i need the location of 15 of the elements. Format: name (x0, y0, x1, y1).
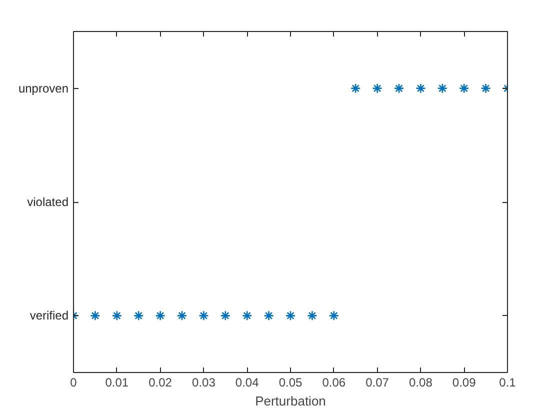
x-tick-label: 0.06 (322, 376, 346, 390)
x-axis-title: Perturbation (255, 394, 326, 408)
x-tick-label: 0.01 (105, 376, 129, 390)
x-tick-label: 0.05 (278, 376, 303, 390)
x-tick-label: 0.07 (366, 376, 390, 390)
y-tick-label: verified (30, 308, 69, 323)
x-tick-label: 0.03 (192, 376, 216, 390)
x-tick-label: 0.09 (452, 376, 476, 390)
x-tick-label: 0.02 (148, 376, 172, 390)
x-tick-label: 0 (70, 376, 78, 390)
y-tick-label: violated (27, 195, 69, 209)
x-tick-label: 0.08 (409, 376, 433, 390)
y-tick-label: unproven (18, 81, 69, 96)
x-tick-label: 0.04 (235, 376, 260, 390)
x-tick-label: 0.1 (499, 376, 516, 390)
